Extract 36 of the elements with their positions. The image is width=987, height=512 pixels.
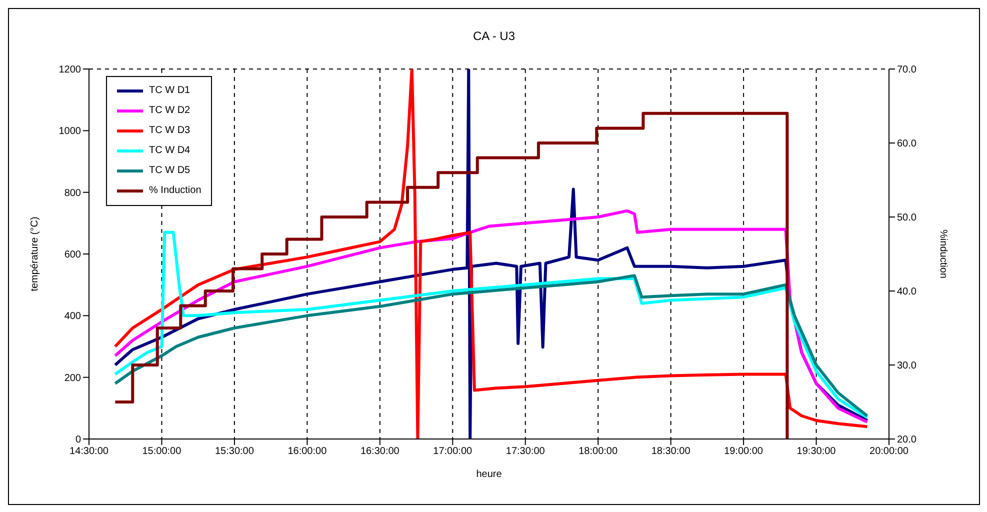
x-tick-label: 16:30:00	[360, 446, 400, 458]
legend-label: TC W D5	[149, 164, 190, 178]
y2-tick-label: 30.0	[897, 360, 917, 372]
x-tick-label: 18:30:00	[651, 446, 691, 458]
x-tick-label: 17:00:00	[433, 446, 473, 458]
x-tick-label: 20:00:00	[870, 446, 909, 458]
y2-tick-label: 40.0	[897, 286, 917, 298]
y2-axis-title: %induction	[937, 230, 948, 278]
x-tick-label: 15:00:00	[142, 446, 182, 458]
x-tick-label: 17:30:00	[506, 446, 546, 458]
legend-label: % Induction	[149, 184, 202, 198]
x-axis-title: heure	[476, 469, 502, 480]
y-tick-label: 600	[64, 250, 82, 261]
y2-tick-label: 20.0	[897, 434, 917, 446]
x-tick-label: 18:00:00	[578, 446, 618, 458]
y2-tick-label: 50.0	[897, 212, 917, 224]
chart-title: CA - U3	[472, 29, 516, 43]
legend-label: TC W D4	[149, 144, 190, 158]
y-tick-label: 200	[64, 372, 82, 384]
y2-tick-label: 70.0	[897, 64, 917, 76]
y-tick-label: 0	[75, 434, 82, 446]
line-series	[114, 274, 869, 418]
y-tick-label: 400	[64, 311, 82, 322]
x-tick-label: 19:00:00	[724, 446, 764, 458]
y-axis-title: température (°C)	[30, 216, 41, 292]
x-tick-label: 14:30:00	[70, 446, 109, 458]
legend-label: TC W D2	[149, 104, 190, 118]
y-tick-label: 800	[64, 188, 82, 199]
legend-label: TC W D1	[149, 84, 190, 98]
x-tick-label: 15:30:00	[214, 446, 254, 458]
y-tick-label: 1200	[58, 64, 82, 76]
x-tick-label: 16:00:00	[288, 446, 328, 458]
x-tick-label: 19:30:00	[796, 446, 836, 458]
y2-tick-label: 60.0	[897, 138, 917, 150]
legend-label: TC W D3	[149, 124, 190, 138]
y-tick-label: 1000	[58, 126, 82, 138]
